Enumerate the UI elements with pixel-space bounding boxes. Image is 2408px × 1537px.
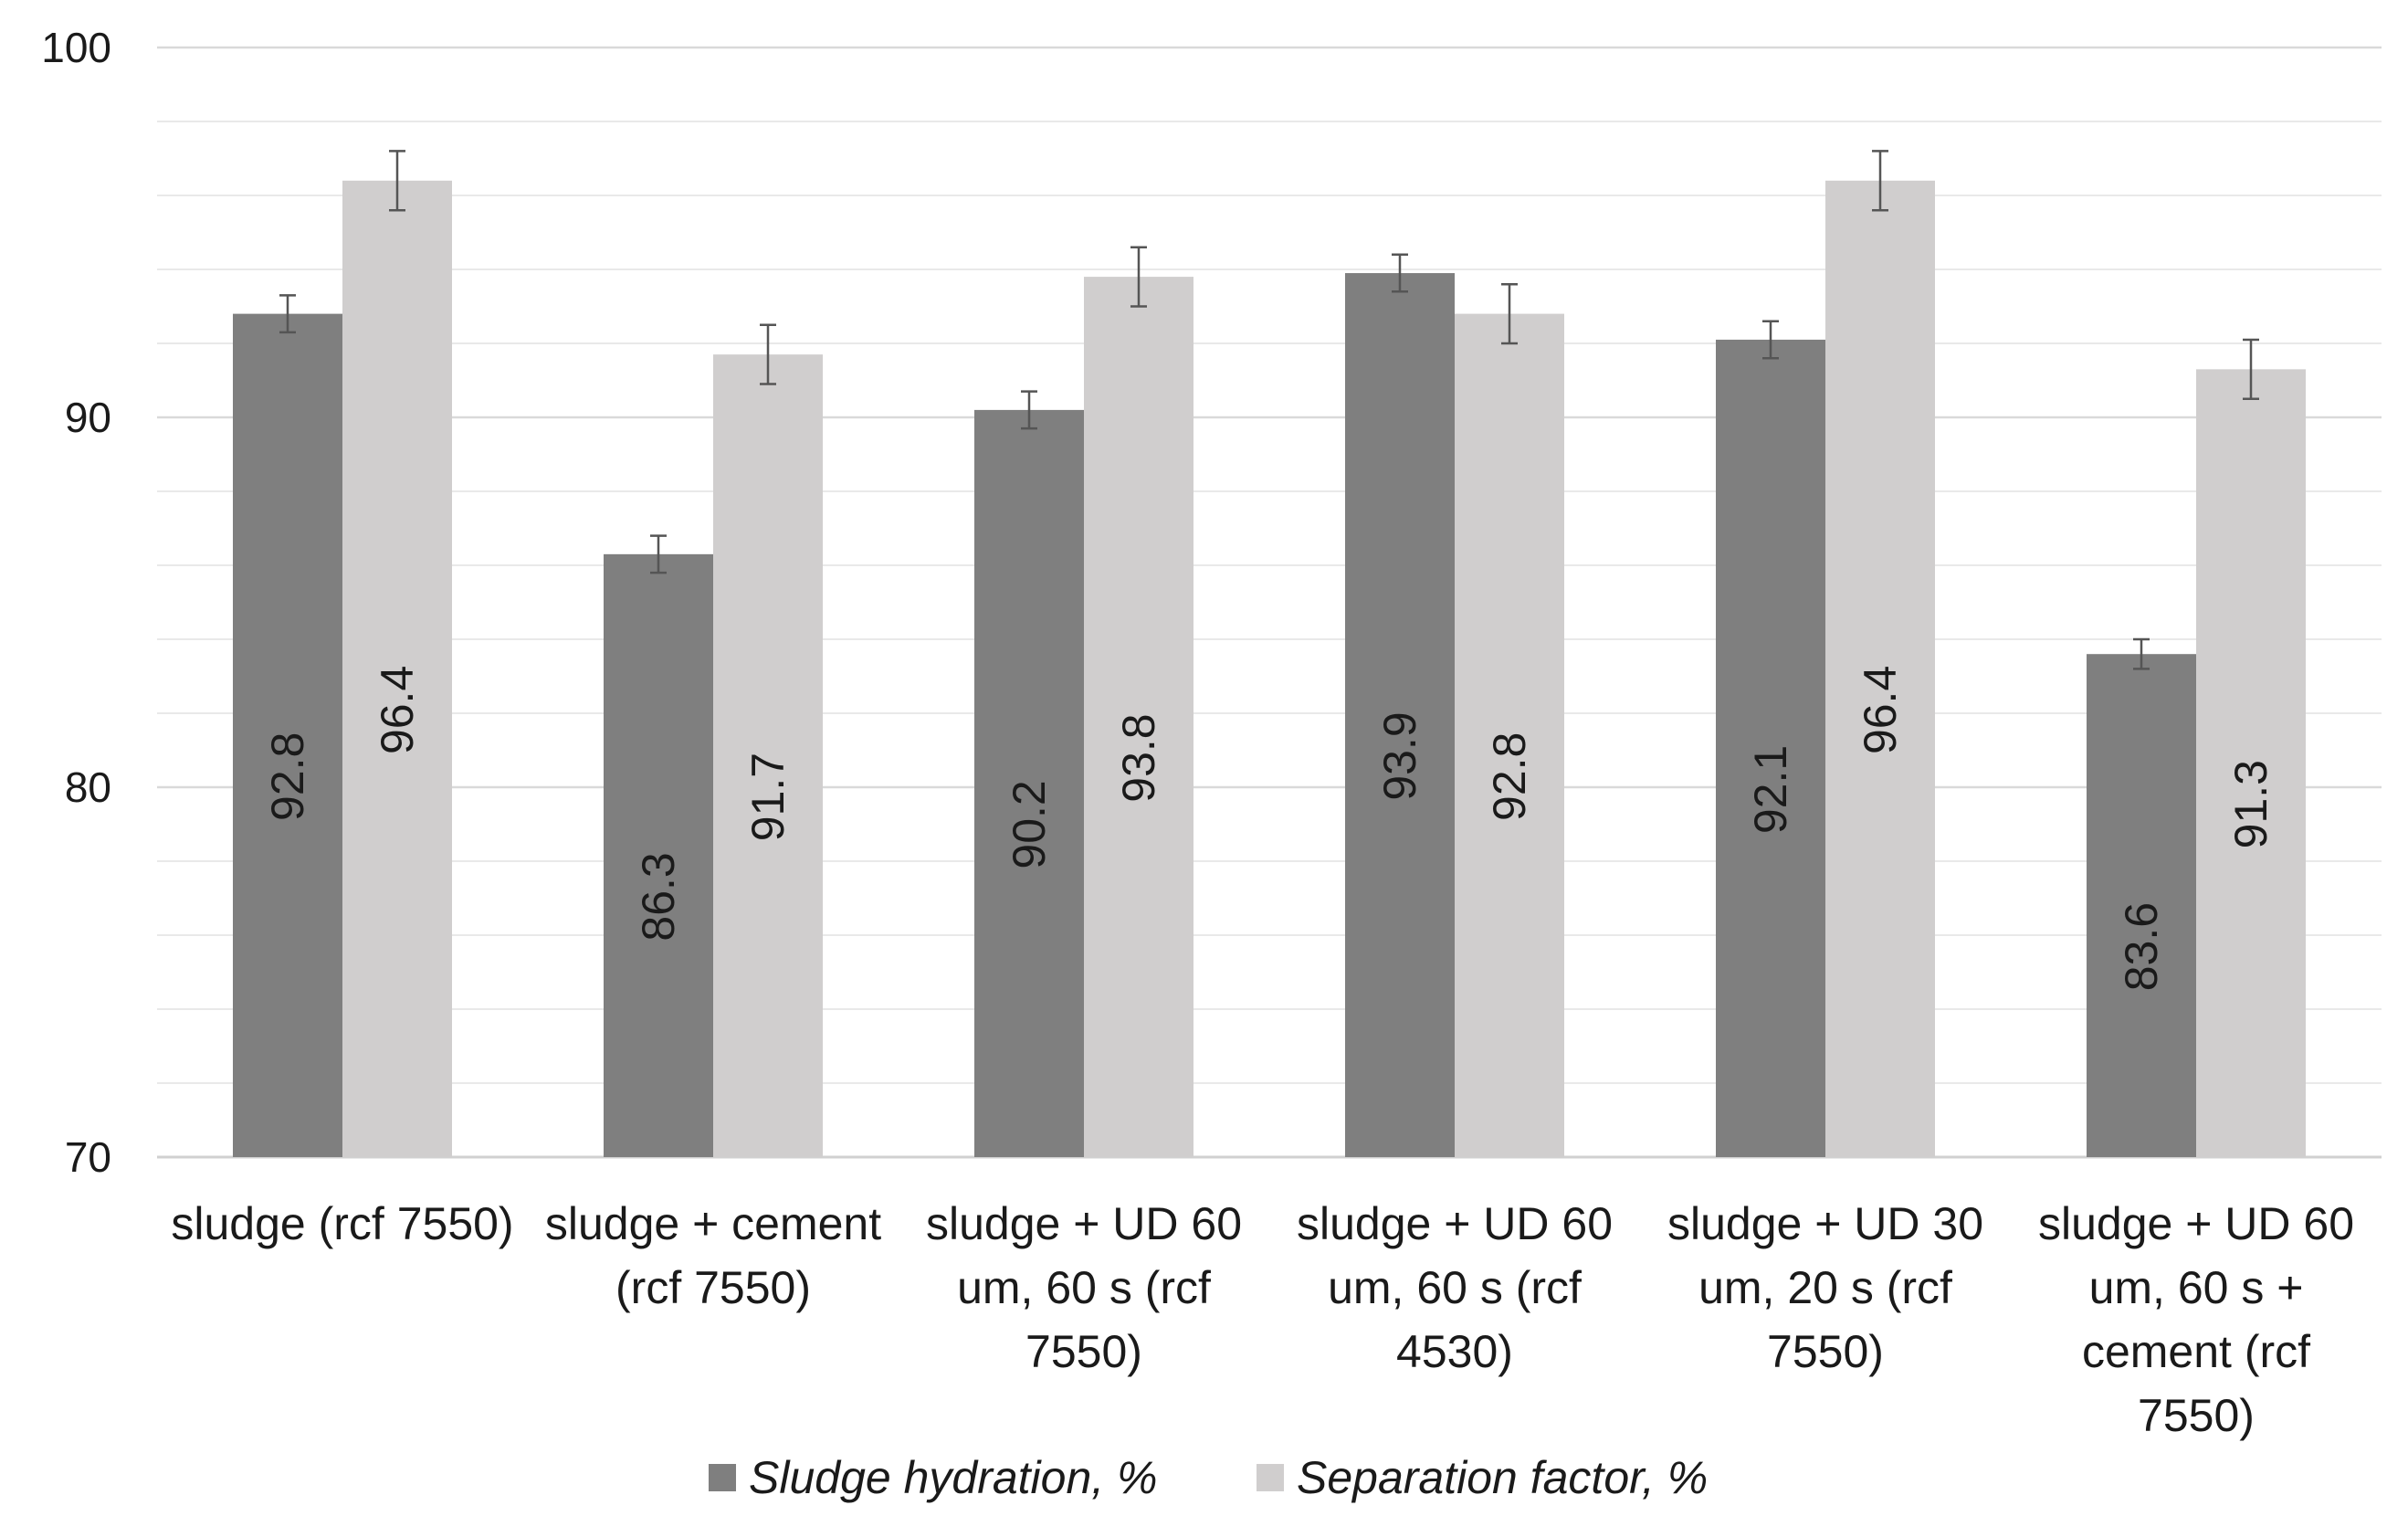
y-tick-label: 90 [65, 394, 111, 441]
bar-separation-factor [1825, 180, 1935, 1157]
bar-sludge-hydration [604, 553, 713, 1157]
category-label: 7550) [2138, 1390, 2255, 1441]
category-label: cement (rcf [2082, 1326, 2310, 1377]
category-label: sludge + UD 30 [1667, 1198, 1983, 1249]
error-bars [279, 150, 2259, 670]
category-label: sludge + UD 60 [926, 1198, 1242, 1249]
bar-sludge-hydration [1345, 273, 1455, 1157]
data-label: 90.2 [1004, 780, 1055, 869]
bar-sludge-hydration [1716, 339, 1825, 1157]
y-tick-label: 80 [65, 763, 111, 811]
category-label: um, 60 s (rcf [957, 1262, 1211, 1313]
category-label: sludge + UD 60 [1297, 1198, 1613, 1249]
category-label: um, 20 s (rcf [1698, 1262, 1952, 1313]
category-label: 4530) [1396, 1326, 1513, 1377]
category-label: 7550) [1025, 1326, 1142, 1377]
legend-label-separation-factor: Separation factor, % [1297, 1452, 1708, 1503]
y-axis-ticks: 70 80 90 100 [41, 24, 111, 1181]
category-label: (rcf 7550) [615, 1262, 811, 1313]
bar-separation-factor [1455, 313, 1564, 1158]
data-labels: 92.8 86.3 90.2 93.9 92.1 83.6 96.4 91.7 93.8 92.8… [262, 666, 2277, 992]
legend-swatch-separation-factor [1257, 1464, 1284, 1491]
data-label: 93.9 [1374, 711, 1425, 800]
category-label: um, 60 s (rcf [1328, 1262, 1582, 1313]
gridlines [157, 46, 2382, 1159]
data-label: 91.3 [2225, 760, 2277, 848]
bar-separation-factor [1084, 277, 1193, 1158]
category-label: sludge (rcf 7550) [171, 1198, 513, 1249]
data-label: 93.8 [1113, 713, 1164, 802]
bar-separation-factor [2196, 369, 2306, 1158]
data-label: 86.3 [633, 852, 684, 941]
bar-sludge-hydration [974, 409, 1084, 1157]
x-axis-categories: sludge (rcf 7550) sludge + cement (rcf 755… [171, 1198, 2354, 1441]
category-label: sludge + UD 60 [2038, 1198, 2354, 1249]
data-label: 96.4 [1855, 666, 1906, 754]
legend-label-sludge-hydration: Sludge hydration, % [749, 1452, 1158, 1503]
bar-separation-factor [713, 354, 823, 1157]
category-label: um, 60 s + [2089, 1262, 2304, 1313]
data-label: 92.1 [1745, 745, 1796, 834]
bars [233, 180, 2306, 1158]
data-label: 83.6 [2116, 902, 2167, 991]
category-label: 7550) [1767, 1326, 1884, 1377]
bar-separation-factor [342, 180, 452, 1157]
y-tick-label: 70 [65, 1133, 111, 1181]
data-label: 92.8 [1484, 732, 1535, 821]
data-label: 92.8 [262, 732, 313, 821]
bar-sludge-hydration [2087, 654, 2196, 1157]
data-label: 91.7 [742, 753, 794, 841]
bar-sludge-hydration [233, 313, 342, 1158]
legend-swatch-sludge-hydration [709, 1464, 736, 1491]
data-label: 96.4 [372, 666, 423, 754]
category-label: sludge + cement [545, 1198, 881, 1249]
y-tick-label: 100 [41, 24, 111, 71]
legend: Sludge hydration, % Separation factor, % [709, 1452, 1708, 1503]
